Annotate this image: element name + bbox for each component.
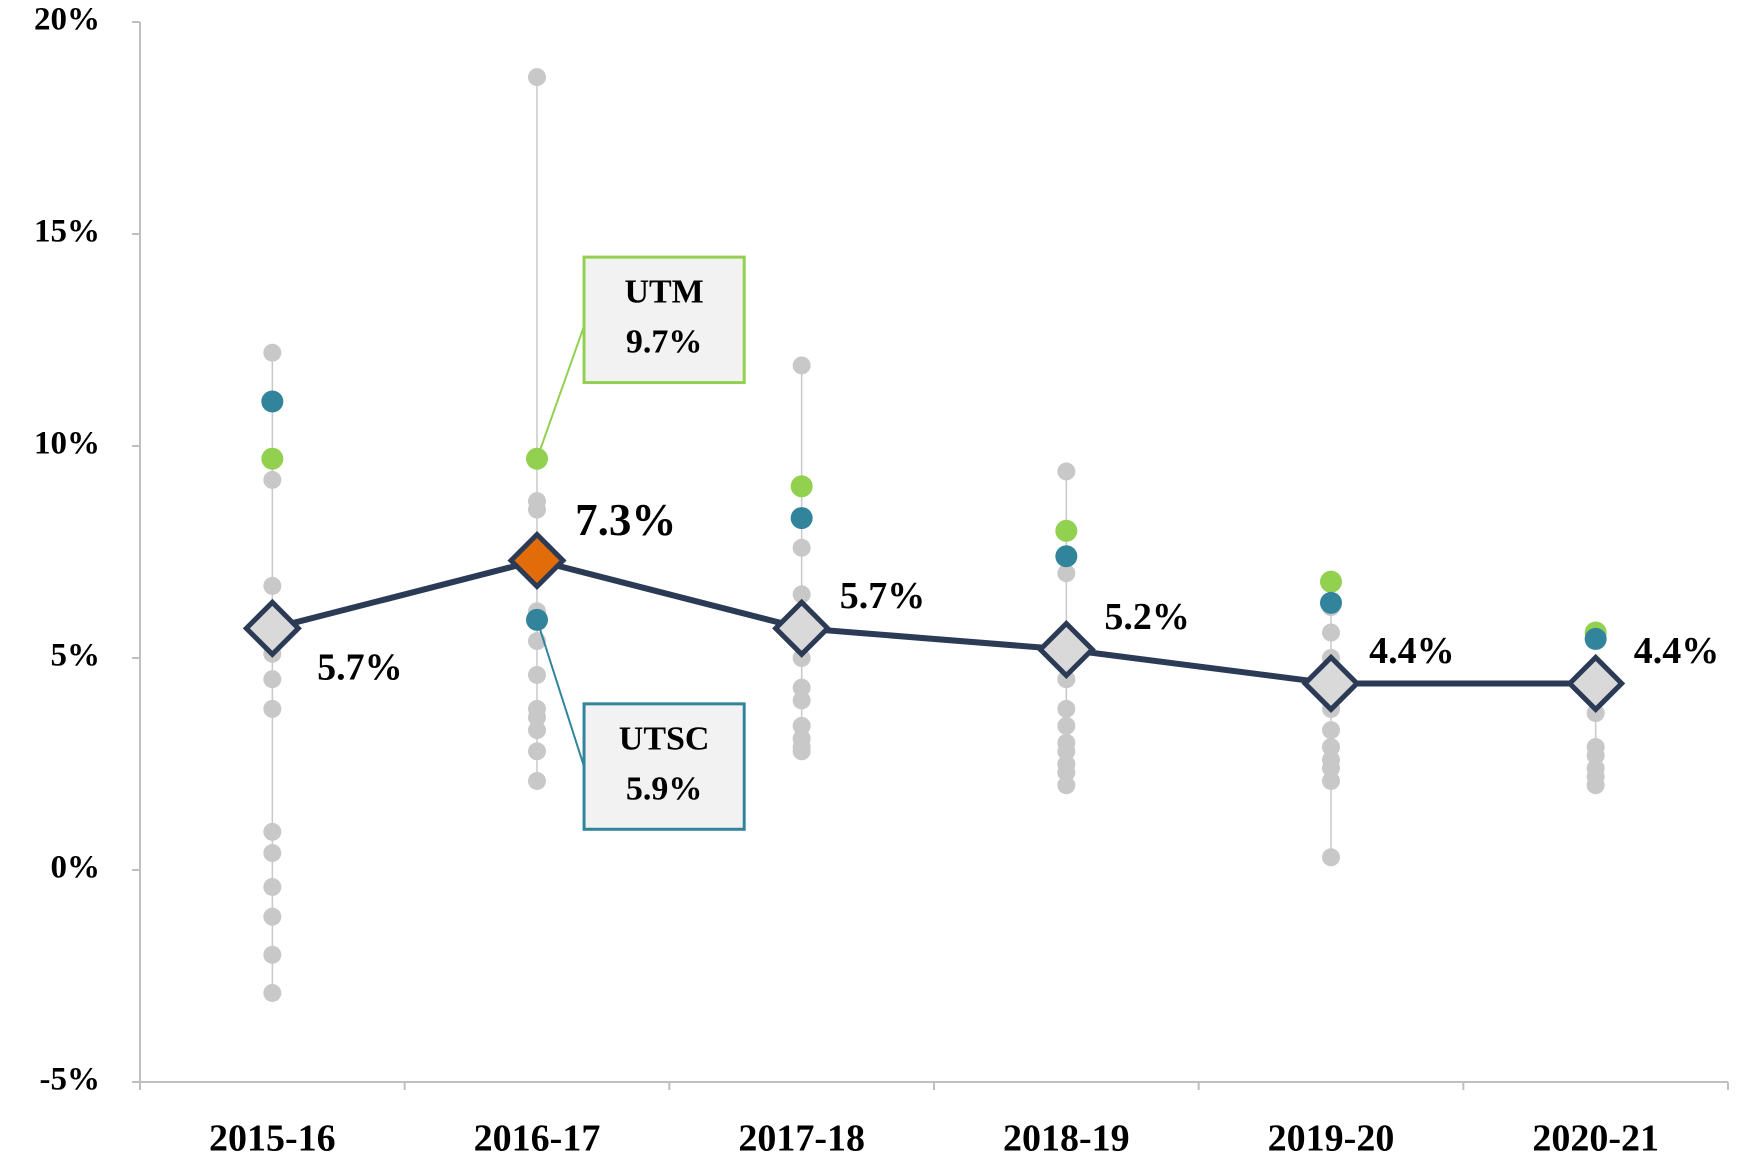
other-dot [263, 844, 282, 863]
other-dot [1586, 776, 1605, 795]
other-dot [263, 907, 282, 926]
other-dot [1057, 564, 1076, 583]
series-dot [261, 447, 284, 470]
other-dot [1322, 721, 1340, 740]
other-dot [792, 678, 811, 697]
average-value-label: 5.2% [1104, 596, 1190, 638]
other-dot [263, 576, 282, 595]
other-dot [1057, 763, 1076, 782]
series-dot [1055, 545, 1078, 568]
callout-box [582, 255, 746, 385]
other-dot [1057, 742, 1076, 761]
other-dot [528, 771, 546, 790]
series-dot [1055, 519, 1078, 542]
other-dot [1057, 776, 1076, 795]
series-dot [1320, 591, 1342, 614]
other-dot [1322, 771, 1340, 790]
average-value-label: 5.7% [840, 575, 926, 617]
other-dot [792, 649, 811, 667]
other-dot [1322, 738, 1340, 757]
x-tick-label: 2016-17 [474, 1118, 601, 1160]
other-dot [263, 945, 282, 964]
callout-box [582, 702, 746, 831]
x-tick-label: 2017-18 [738, 1118, 865, 1160]
other-dot [1586, 704, 1605, 723]
series-dot [261, 390, 284, 413]
y-tick-label: 20% [34, 2, 100, 38]
other-dot [263, 877, 282, 896]
other-dot [792, 742, 811, 761]
other-dot [263, 983, 282, 1002]
other-dot [528, 665, 546, 684]
other-dot [792, 585, 811, 604]
other-dot [792, 538, 811, 557]
other-dot [528, 708, 546, 727]
y-tick-label: -5% [40, 1062, 101, 1098]
other-dot [1322, 759, 1340, 778]
average-value-label: 5.7% [317, 647, 403, 689]
average-line [271, 557, 1596, 687]
other-dot [528, 500, 546, 519]
average-marker [507, 530, 567, 591]
other-dot [1057, 716, 1076, 735]
callout-leader [536, 619, 585, 767]
series-dot [790, 507, 813, 530]
average-marker [1301, 653, 1361, 713]
other-dot [263, 670, 282, 689]
average-marker [1036, 619, 1096, 680]
x-tick-label: 2019-20 [1268, 1118, 1395, 1160]
other-dot [1057, 699, 1076, 718]
average-value-label: 7.3% [575, 495, 676, 545]
other-dot [1322, 848, 1340, 867]
x-tick-label: 2020-21 [1532, 1118, 1659, 1160]
average-marker [242, 598, 302, 658]
other-dot [263, 343, 282, 362]
other-dot [528, 721, 546, 740]
other-dot [792, 716, 811, 735]
other-dot [528, 742, 546, 761]
callout-name: UTSC [619, 720, 710, 757]
series-dot [1584, 627, 1607, 650]
callout-leader [536, 325, 585, 460]
average-marker [1566, 653, 1626, 713]
average-marker [772, 598, 832, 658]
average-value-label: 4.4% [1634, 630, 1720, 672]
y-tick-label: 5% [51, 638, 101, 674]
other-dot [1586, 746, 1605, 765]
other-dot [1057, 462, 1076, 481]
other-dot [263, 822, 282, 841]
x-tick-label: 2018-19 [1003, 1118, 1130, 1160]
callout-name: UTM [624, 274, 703, 311]
callout-value: 9.7% [626, 324, 703, 361]
other-dot [1057, 670, 1076, 689]
other-dot [1322, 623, 1340, 642]
y-tick-label: 10% [34, 426, 100, 462]
other-dot [263, 470, 282, 489]
y-tick-label: 0% [51, 850, 101, 886]
average-value-label: 4.4% [1369, 630, 1455, 672]
other-dot [263, 699, 282, 718]
other-dot [792, 356, 811, 375]
other-dot [528, 68, 546, 87]
series-dot [790, 475, 813, 498]
series-dot [1320, 570, 1342, 593]
x-tick-label: 2015-16 [209, 1118, 336, 1160]
callout-value: 5.9% [626, 770, 703, 807]
other-dot [792, 691, 811, 710]
y-tick-label: 15% [34, 214, 100, 250]
